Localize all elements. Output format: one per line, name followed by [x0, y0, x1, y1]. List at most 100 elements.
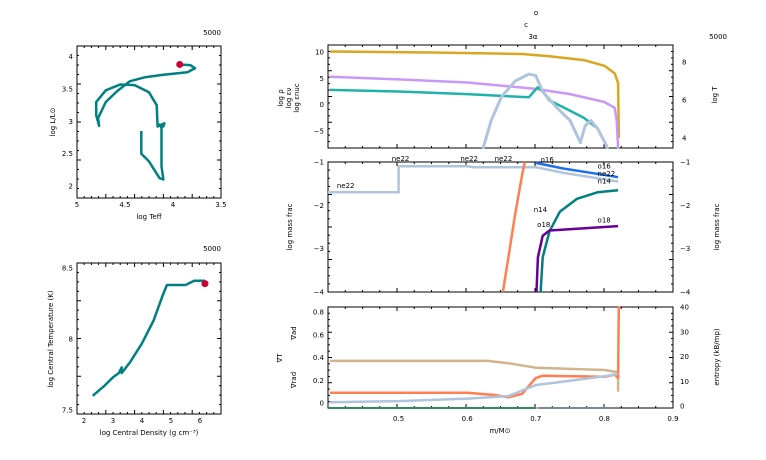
- model-number: 5000: [203, 29, 221, 37]
- y-right-axis-label: entropy (kB/mp): [713, 328, 721, 386]
- y-tick-label: 0.2: [313, 377, 324, 385]
- x-tick-label: 6: [198, 417, 203, 425]
- y-right-tick-label: 0: [680, 403, 684, 411]
- burn-label: o: [534, 9, 538, 17]
- abundance-label: o18: [598, 217, 611, 225]
- current-model-marker: [201, 280, 209, 288]
- y-right-tick-label: 10: [680, 378, 689, 386]
- abundance-label: n14: [534, 206, 548, 214]
- y-tick-label: −3: [314, 245, 324, 253]
- hr-track: [94, 63, 197, 181]
- y-tick-label: 0: [320, 101, 324, 109]
- mixing-bar: [327, 407, 536, 409]
- y-tick-label: 8: [69, 336, 73, 344]
- x-axis-label: m/M⊙: [489, 427, 510, 435]
- abundance-o18: [535, 224, 619, 293]
- abundance-label: o16: [541, 156, 555, 164]
- abundance-n14: [539, 188, 619, 293]
- abundance-ne22: [327, 165, 619, 194]
- y-tick-label: −2: [314, 202, 324, 210]
- x-tick-label: 0.5: [393, 415, 404, 423]
- y-right-tick-label: −4: [680, 289, 691, 297]
- y-axis-label: log L/L⊙: [49, 108, 57, 137]
- x-axis-label: log Teff: [136, 213, 161, 221]
- y-tick-label: −4: [314, 289, 325, 297]
- y-axis-label: ∇rad: [290, 372, 298, 389]
- y-tick-label: 2: [69, 183, 73, 191]
- y-right-tick-label: −3: [680, 245, 690, 253]
- series-∇rad: [330, 306, 621, 399]
- x-tick-label: 4.5: [119, 201, 130, 209]
- y-tick-label: −1: [314, 159, 324, 167]
- y-axis-label: ∇ad: [290, 326, 298, 340]
- series-log-εnuc: [481, 72, 610, 150]
- y-right-tick-label: 8: [682, 59, 686, 67]
- series-entropy: [329, 372, 619, 404]
- y-tick-label: −5: [314, 128, 324, 136]
- x-tick-label: 4: [140, 417, 145, 425]
- mixing-bar: [539, 407, 620, 409]
- series-log-T: [329, 50, 621, 139]
- x-tick-label: 0.9: [667, 415, 678, 423]
- y-axis-label: log mass frac: [286, 203, 294, 250]
- x-tick-label: 3: [111, 417, 115, 425]
- y-tick-label: 0.8: [313, 309, 324, 317]
- y-axis-label: ∇T: [276, 353, 284, 364]
- abundance-o16: [535, 161, 619, 179]
- y-axis-label: log ρ: [277, 89, 285, 107]
- mixing-bar: [535, 407, 540, 409]
- series-∇ad: [330, 359, 620, 392]
- y-tick-label: 0: [320, 400, 324, 408]
- y-right-tick-label: 20: [680, 353, 689, 361]
- x-tick-label: 0.8: [599, 415, 610, 423]
- profile-abundance-frame: [327, 161, 674, 293]
- y-right-tick-label: 40: [680, 304, 689, 312]
- y-right-tick-label: 6: [682, 97, 687, 105]
- rho-t-track: [91, 279, 205, 397]
- y-right-tick-label: −2: [680, 202, 690, 210]
- y-right-tick-label: 30: [680, 328, 689, 336]
- y-tick-label: 0.4: [313, 354, 325, 362]
- y-tick-label: 4: [69, 53, 74, 61]
- abundance-label: ne22: [495, 155, 513, 163]
- abundance-label: ne22: [460, 155, 478, 163]
- y-tick-label: 8.5: [62, 265, 73, 273]
- series-log-ρ: [329, 75, 620, 149]
- y-tick-label: 3.5: [62, 86, 73, 94]
- x-tick-label: 0.6: [462, 415, 474, 423]
- burn-label: c: [524, 21, 528, 29]
- abundance-label: n14: [598, 178, 612, 186]
- x-tick-label: 4: [171, 201, 176, 209]
- y-tick-label: 2.5: [62, 150, 73, 158]
- y-right-axis-label: log T: [711, 86, 719, 104]
- x-tick-label: 5: [169, 417, 173, 425]
- x-tick-label: 0.7: [530, 415, 541, 423]
- x-tick-label: 2: [82, 417, 86, 425]
- y-axis-label: log εnuc: [293, 83, 301, 113]
- abundance-label: ne22: [337, 182, 355, 190]
- y-axis-label: log εν: [285, 88, 293, 109]
- x-tick-label: 3.5: [215, 201, 226, 209]
- abundance-label: o16: [598, 163, 612, 171]
- y-right-axis-label: log mass frac: [713, 203, 721, 250]
- y-tick-label: 5: [320, 75, 324, 83]
- model-number: 5000: [709, 33, 727, 41]
- model-number: 5000: [203, 245, 221, 253]
- y-tick-label: 7.5: [62, 407, 73, 415]
- y-tick-label: 0.6: [313, 331, 325, 339]
- y-tick-label: 3: [69, 118, 73, 126]
- abundance-label: ne22: [598, 170, 616, 178]
- y-axis-label: log Central Temperature (K): [47, 290, 55, 387]
- abundance-label: ne22: [392, 155, 410, 163]
- y-right-tick-label: 4: [682, 135, 687, 143]
- burn-label: 3α: [528, 33, 537, 41]
- x-axis-label: log Central Density (g cm⁻³): [100, 429, 199, 437]
- abundance-unlabeled: [501, 161, 527, 293]
- y-tick-label: 10: [315, 49, 324, 57]
- y-right-tick-label: −1: [680, 159, 690, 167]
- x-tick-label: 5: [75, 201, 79, 209]
- abundance-label: o18: [537, 221, 550, 229]
- current-model-marker: [176, 60, 184, 68]
